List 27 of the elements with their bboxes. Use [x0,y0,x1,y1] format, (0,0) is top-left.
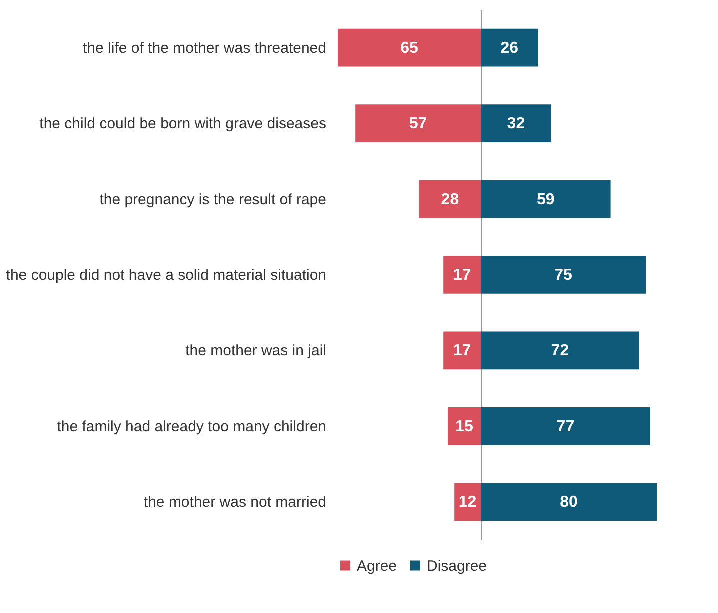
y-tick-label: the life of the mother was threatened [83,40,326,57]
legend-label: Agree [357,558,398,575]
data-label: 59 [537,191,555,208]
data-label: 80 [560,494,578,512]
data-label: 12 [458,494,477,512]
data-label: 57 [409,116,428,133]
data-label: 72 [551,342,570,360]
data-label: 26 [500,40,519,57]
data-label: 15 [456,418,474,436]
y-tick-label: the pregnancy is the result of rape [100,191,326,208]
bar [444,256,481,294]
bar [444,332,481,370]
y-tick-label: the couple did not have a solid material situation [6,267,326,284]
data-label: 28 [441,191,460,208]
bar [454,483,481,522]
data-label: 17 [453,267,472,284]
data-label: 75 [554,267,572,284]
data-label: 32 [507,116,526,133]
y-tick-label: the child could be born with grave diseases [40,116,326,133]
data-label: 65 [400,40,418,57]
y-tick-label: the family had already too many children [57,418,326,436]
y-tick-label: the mother was not married [144,494,326,512]
data-label: 17 [453,342,472,360]
y-tick-label: the mother was in jail [186,342,326,360]
bar [448,408,481,446]
data-label: 77 [556,418,575,436]
legend-label: Disagree [427,558,488,575]
